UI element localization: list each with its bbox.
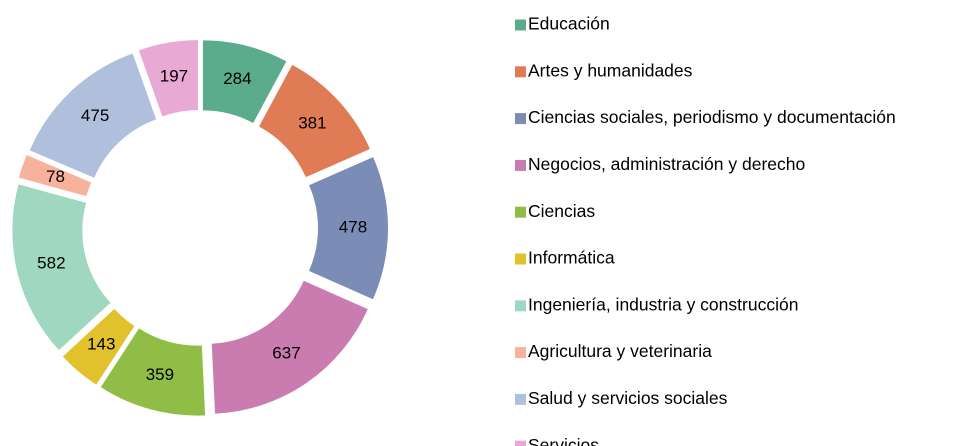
legend-swatch — [515, 253, 526, 265]
slice — [308, 157, 388, 300]
legend-label: Agricultura y veterinaria — [528, 341, 712, 361]
slice — [29, 53, 157, 178]
slice — [259, 64, 370, 178]
legend-swatch — [515, 113, 526, 125]
slice — [12, 184, 111, 351]
legend-label: Ciencias sociales, periodismo y document… — [528, 107, 896, 127]
slice — [62, 309, 135, 385]
legend-swatch — [515, 393, 526, 405]
legend-swatch — [515, 440, 526, 446]
slice — [211, 280, 368, 414]
legend-swatch — [515, 206, 526, 218]
data-label: 637 — [272, 344, 300, 363]
data-label: 359 — [146, 365, 174, 384]
legend-label: Informática — [528, 248, 615, 268]
legend-swatch — [515, 347, 526, 359]
slice — [18, 155, 92, 197]
data-label: 381 — [298, 114, 326, 133]
data-label: 197 — [160, 67, 188, 86]
legend: Educación Artes y humanidades Ciencias soc… — [515, 14, 896, 446]
data-label: 284 — [223, 69, 251, 88]
legend-label: Negocios, administración y derecho — [528, 154, 805, 174]
donut: 284 381 478 637 359 143 582 78 475 197 — [12, 40, 388, 416]
slice — [100, 328, 206, 416]
legend-label: Salud y servicios sociales — [528, 388, 728, 408]
slice — [138, 40, 198, 117]
slice — [202, 40, 287, 124]
legend-swatch — [515, 159, 526, 171]
legend-label: Artes y humanidades — [528, 60, 693, 80]
data-label: 78 — [46, 167, 65, 186]
legend-label: Ingeniería, industria y construcción — [528, 294, 798, 314]
data-label: 478 — [339, 218, 367, 237]
data-label: 582 — [37, 254, 65, 273]
legend-swatch — [515, 66, 526, 78]
legend-label: Servicios — [528, 435, 599, 446]
legend-label: Educación — [528, 14, 610, 34]
data-label: 143 — [87, 334, 115, 353]
legend-swatch — [515, 300, 526, 312]
data-label: 475 — [81, 106, 109, 125]
legend-label: Ciencias — [528, 201, 595, 221]
legend-swatch — [515, 19, 526, 31]
